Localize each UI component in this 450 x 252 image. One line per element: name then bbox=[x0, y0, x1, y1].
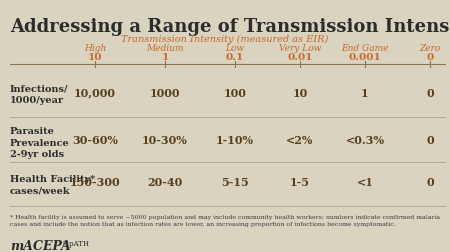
Text: High: High bbox=[84, 44, 106, 53]
Text: 1-5: 1-5 bbox=[290, 177, 310, 188]
Text: 10-30%: 10-30% bbox=[142, 134, 188, 145]
Text: Infections/
1000/year: Infections/ 1000/year bbox=[10, 84, 68, 105]
Text: 30-60%: 30-60% bbox=[72, 134, 118, 145]
Text: 1: 1 bbox=[361, 87, 369, 98]
Text: 20-40: 20-40 bbox=[148, 177, 183, 188]
Text: Parasite
Prevalence
2-9yr olds: Parasite Prevalence 2-9yr olds bbox=[10, 126, 70, 159]
Text: 1-10%: 1-10% bbox=[216, 134, 254, 145]
Text: Transmission Intensity (measured as EIR): Transmission Intensity (measured as EIR) bbox=[122, 35, 328, 44]
Text: Medium: Medium bbox=[146, 44, 184, 53]
Text: 0: 0 bbox=[426, 134, 434, 145]
Text: <1: <1 bbox=[356, 177, 374, 188]
Text: 10: 10 bbox=[88, 53, 102, 62]
Text: 0: 0 bbox=[426, 87, 434, 98]
Text: 0: 0 bbox=[426, 177, 434, 188]
Text: Low: Low bbox=[225, 44, 244, 53]
Text: 0.1: 0.1 bbox=[226, 53, 244, 62]
Text: Addressing a Range of Transmission Intensity: Addressing a Range of Transmission Inten… bbox=[10, 18, 450, 36]
Text: 0.01: 0.01 bbox=[287, 53, 313, 62]
Text: mACEPA: mACEPA bbox=[10, 239, 71, 252]
Text: 100: 100 bbox=[224, 87, 247, 98]
Text: End Game: End Game bbox=[341, 44, 389, 53]
Text: <0.3%: <0.3% bbox=[346, 134, 384, 145]
Text: 5-15: 5-15 bbox=[221, 177, 249, 188]
Text: 1000: 1000 bbox=[150, 87, 180, 98]
Text: ®pATH: ®pATH bbox=[62, 239, 89, 247]
Text: 0: 0 bbox=[427, 53, 434, 62]
Text: <2%: <2% bbox=[286, 134, 314, 145]
Text: Very Low: Very Low bbox=[279, 44, 321, 53]
Text: 0.001: 0.001 bbox=[349, 53, 382, 62]
Text: Zero: Zero bbox=[419, 44, 441, 53]
Text: 150-300: 150-300 bbox=[70, 177, 120, 188]
Text: Health Facility*
cases/week: Health Facility* cases/week bbox=[10, 174, 95, 195]
Text: 10,000: 10,000 bbox=[74, 87, 116, 98]
Text: 10: 10 bbox=[292, 87, 308, 98]
Text: * Health facility is assumed to serve ~5000 population and may include community: * Health facility is assumed to serve ~5… bbox=[10, 214, 440, 226]
Text: 1: 1 bbox=[162, 53, 169, 62]
